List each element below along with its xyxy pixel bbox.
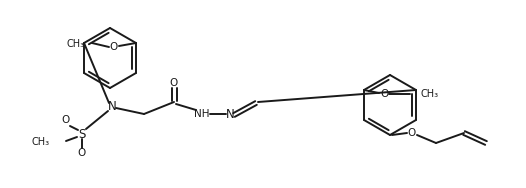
Text: CH₃: CH₃ <box>67 39 85 49</box>
Text: CH₃: CH₃ <box>420 89 438 99</box>
Text: O: O <box>61 115 69 125</box>
Text: O: O <box>110 42 118 52</box>
Text: O: O <box>408 128 416 138</box>
Text: N: N <box>226 108 235 121</box>
Text: N: N <box>108 99 116 112</box>
Text: NH: NH <box>194 109 210 119</box>
Text: CH₃: CH₃ <box>32 137 50 147</box>
Text: S: S <box>78 127 86 140</box>
Text: O: O <box>78 148 86 158</box>
Text: O: O <box>380 89 388 99</box>
Text: O: O <box>170 78 178 88</box>
